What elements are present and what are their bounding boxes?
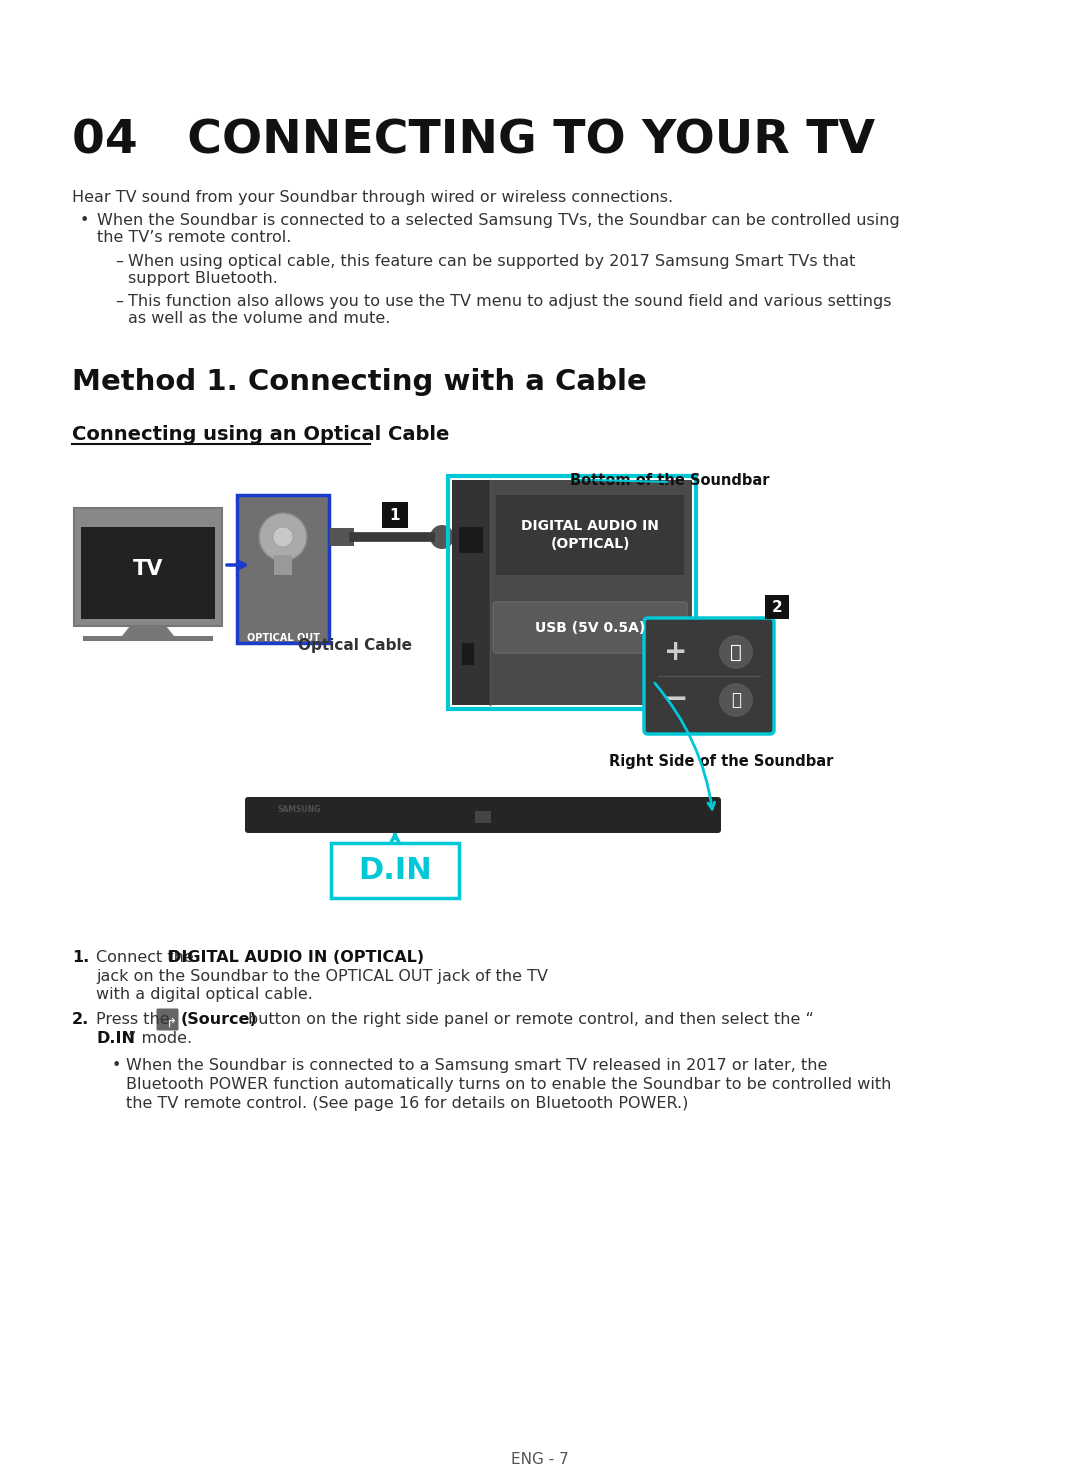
FancyBboxPatch shape: [492, 602, 687, 654]
Text: 1: 1: [390, 507, 401, 522]
Text: support Bluetooth.: support Bluetooth.: [129, 271, 278, 285]
Text: USB (5V 0.5A): USB (5V 0.5A): [535, 621, 645, 634]
Text: ENG - 7: ENG - 7: [511, 1452, 569, 1467]
Text: Method 1. Connecting with a Cable: Method 1. Connecting with a Cable: [72, 368, 647, 396]
Text: as well as the volume and mute.: as well as the volume and mute.: [129, 311, 390, 325]
Text: Hear TV sound from your Soundbar through wired or wireless connections.: Hear TV sound from your Soundbar through…: [72, 189, 673, 206]
Text: Optical Cable: Optical Cable: [298, 637, 411, 654]
Text: with a digital optical cable.: with a digital optical cable.: [96, 986, 313, 1001]
Text: −: −: [663, 685, 689, 714]
Text: DIGITAL AUDIO IN
(OPTICAL): DIGITAL AUDIO IN (OPTICAL): [521, 519, 659, 550]
Text: ” mode.: ” mode.: [129, 1031, 192, 1046]
Text: When using optical cable, this feature can be supported by 2017 Samsung Smart TV: When using optical cable, this feature c…: [129, 254, 855, 269]
Text: the TV remote control. (See page 16 for details on Bluetooth POWER.): the TV remote control. (See page 16 for …: [126, 1096, 688, 1111]
Text: Press the: Press the: [96, 1012, 175, 1026]
Text: Connecting using an Optical Cable: Connecting using an Optical Cable: [72, 424, 449, 444]
Text: D.IN: D.IN: [359, 856, 432, 884]
Text: ⮚: ⮚: [730, 642, 742, 661]
Text: DIGITAL AUDIO IN (OPTICAL): DIGITAL AUDIO IN (OPTICAL): [168, 950, 424, 964]
Text: TV: TV: [133, 559, 163, 578]
FancyBboxPatch shape: [330, 843, 459, 898]
FancyBboxPatch shape: [237, 495, 329, 643]
Text: OPTICAL OUT: OPTICAL OUT: [246, 633, 320, 643]
FancyBboxPatch shape: [274, 555, 292, 575]
Text: –: –: [114, 294, 123, 309]
Text: D.IN: D.IN: [96, 1031, 135, 1046]
Text: •: •: [80, 213, 90, 228]
Text: 2.: 2.: [72, 1012, 90, 1026]
Text: (Source): (Source): [181, 1012, 258, 1026]
Circle shape: [259, 513, 307, 561]
Text: –: –: [114, 254, 123, 269]
Circle shape: [430, 525, 454, 549]
Circle shape: [719, 634, 753, 669]
Polygon shape: [122, 626, 174, 636]
Text: Bluetooth POWER function automatically turns on to enable the Soundbar to be con: Bluetooth POWER function automatically t…: [126, 1077, 891, 1092]
Text: When the Soundbar is connected to a selected Samsung TVs, the Soundbar can be co: When the Soundbar is connected to a sele…: [97, 213, 900, 228]
FancyBboxPatch shape: [453, 481, 692, 705]
Bar: [765, 595, 789, 620]
Text: +: +: [664, 637, 688, 666]
Text: 1.: 1.: [72, 950, 90, 964]
Text: ⏻: ⏻: [731, 691, 741, 708]
Text: the TV’s remote control.: the TV’s remote control.: [97, 231, 292, 246]
FancyBboxPatch shape: [454, 529, 468, 544]
FancyBboxPatch shape: [459, 527, 483, 553]
Polygon shape: [83, 636, 213, 640]
FancyBboxPatch shape: [245, 797, 721, 833]
FancyBboxPatch shape: [453, 481, 490, 705]
Text: SAMSUNG: SAMSUNG: [278, 806, 322, 815]
Text: Bottom of the Soundbar: Bottom of the Soundbar: [570, 473, 770, 488]
Circle shape: [719, 683, 753, 717]
Text: 2: 2: [771, 599, 782, 614]
Text: This function also allows you to use the TV menu to adjust the sound field and v: This function also allows you to use the…: [129, 294, 891, 309]
FancyBboxPatch shape: [475, 810, 491, 822]
FancyBboxPatch shape: [157, 1009, 178, 1031]
Text: Connect the: Connect the: [96, 950, 199, 964]
Bar: [382, 501, 408, 528]
Circle shape: [273, 527, 293, 547]
Text: •: •: [112, 1057, 121, 1072]
Text: 04   CONNECTING TO YOUR TV: 04 CONNECTING TO YOUR TV: [72, 118, 875, 163]
Text: button on the right side panel or remote control, and then select the “: button on the right side panel or remote…: [248, 1012, 814, 1026]
FancyBboxPatch shape: [644, 618, 774, 734]
Text: ↲: ↲: [162, 1013, 173, 1026]
Text: When the Soundbar is connected to a Samsung smart TV released in 2017 or later, : When the Soundbar is connected to a Sams…: [126, 1057, 827, 1072]
FancyBboxPatch shape: [496, 495, 684, 575]
Text: jack on the Soundbar to the OPTICAL OUT jack of the TV: jack on the Soundbar to the OPTICAL OUT …: [96, 969, 548, 984]
FancyBboxPatch shape: [462, 643, 474, 666]
FancyBboxPatch shape: [330, 528, 354, 546]
Text: Right Side of the Soundbar: Right Side of the Soundbar: [609, 754, 833, 769]
FancyBboxPatch shape: [75, 507, 222, 626]
FancyBboxPatch shape: [81, 527, 215, 620]
